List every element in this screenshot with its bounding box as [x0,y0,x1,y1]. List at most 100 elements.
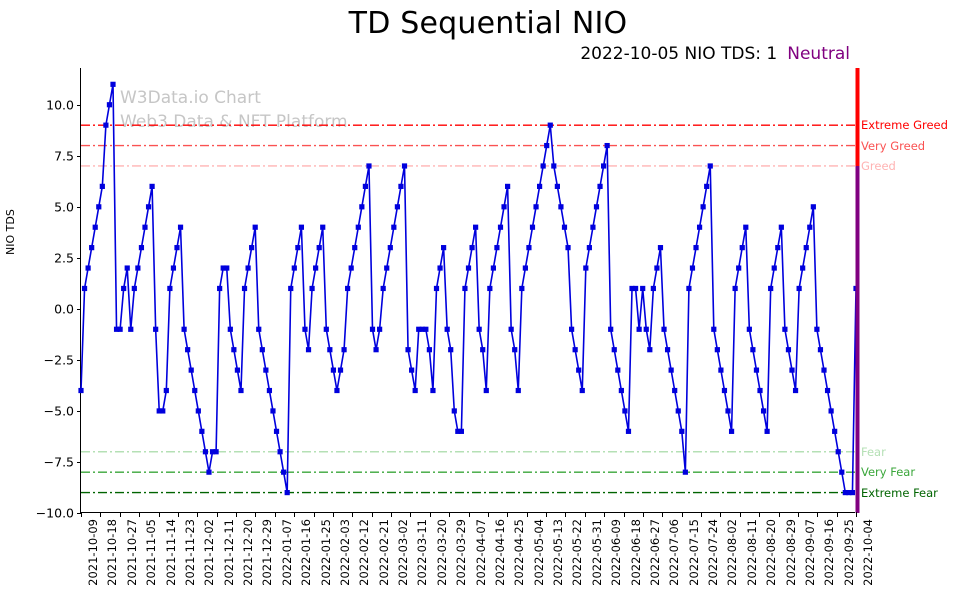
data-point-marker [465,265,472,271]
data-point-marker [810,204,816,210]
data-point-marker [760,408,767,414]
x-axis-tick-label: 2022-04-07 [473,519,488,586]
x-axis-tick-mark [119,512,121,517]
x-axis-tick-mark [546,512,548,517]
data-point-marker [316,245,322,251]
y-axis-tick-mark [76,104,81,106]
data-point-marker [551,163,557,169]
data-point-marker [522,265,528,271]
x-axis-tick-mark [739,512,741,517]
data-point-marker [775,245,781,251]
data-point-marker [789,367,795,373]
data-point-marker [298,224,305,230]
data-point-marker [266,387,273,394]
data-point-marker [92,224,98,230]
x-axis-tick-mark [623,512,625,517]
x-axis-tick-label: 2021-11-05 [144,519,159,586]
data-point-marker [824,387,831,394]
data-point-marker [366,163,372,169]
x-axis-tick-mark [797,512,799,517]
data-point-marker [707,163,713,169]
chart-title: TD Sequential NIO [348,6,628,41]
data-point-marker [249,245,255,251]
data-point-marker [409,367,415,373]
data-point-marker [679,428,685,434]
x-axis-tick-label: 2022-07-06 [667,519,682,586]
data-point-marker [764,428,770,434]
data-point-marker [828,408,834,414]
data-point-marker [110,81,116,87]
data-point-marker [252,224,258,230]
data-point-marker [281,469,287,475]
data-point-marker [217,285,223,292]
data-point-marker [600,163,607,169]
data-point-marker [334,387,340,394]
zone-label: Very Greed [861,138,926,153]
data-point-marker [487,285,493,292]
x-axis-tick-mark [294,512,296,517]
data-point-marker [842,489,848,496]
data-point-marker [416,326,422,332]
x-axis-tick-label: 2022-04-25 [512,519,527,586]
y-axis-tick-mark [76,206,81,208]
data-point-marker [99,183,105,189]
data-point-marker [654,265,660,271]
data-point-marker [608,326,614,332]
data-point-marker [238,387,244,394]
data-point-marker [650,285,656,292]
data-point-marker [135,265,141,271]
x-axis-tick-label: 2021-12-02 [202,519,217,586]
data-point-marker [241,285,248,292]
data-point-marker [483,387,489,394]
x-axis-tick-mark [584,512,586,517]
data-point-marker [682,469,688,475]
data-point-marker [704,183,710,189]
y-axis-tick-mark [76,257,81,259]
data-point-marker [270,408,276,414]
data-point-marker [124,265,130,271]
y-axis-tick-mark [76,155,81,157]
zone-label: Extreme Fear [861,485,938,500]
data-point-marker [689,265,696,271]
y-axis-tick-label: −5.0 [43,403,74,419]
data-point-marker [817,347,824,353]
x-axis-tick-mark [429,512,431,517]
x-axis-tick-label: 2022-09-16 [822,519,837,586]
y-axis-tick-mark [76,513,81,515]
data-point-marker [405,347,411,353]
data-point-marker [803,245,809,251]
data-point-marker [288,285,294,292]
data-point-marker [259,347,265,353]
data-point-marker [480,347,486,353]
data-point-marker [121,285,127,292]
data-point-marker [721,387,728,394]
data-point-marker [753,367,760,373]
data-point-marker [384,265,390,271]
x-axis-tick-mark [177,512,179,517]
data-point-marker [106,102,113,108]
x-axis-tick-label: 2021-10-09 [86,519,100,586]
x-axis-tick-mark [216,512,218,517]
zone-label: Very Fear [861,465,916,480]
y-axis-tick-label: 2.5 [54,250,74,266]
data-point-marker [821,367,827,373]
x-axis-tick-label: 2022-08-02 [725,519,740,586]
plot-area: −10.0 −7.5 −5.0 −2.5 0.0 2.5 5.0 7.5 10.0 2021-10… [36,68,875,586]
x-axis-tick-mark [158,512,160,517]
data-point-marker [256,326,262,332]
x-axis-tick-label: 2022-09-25 [841,519,856,586]
data-point-marker [814,326,820,332]
data-point-marker [96,204,102,210]
data-point-marker [181,326,187,332]
data-point-marker [529,224,536,230]
x-axis-tick-label: 2022-03-29 [454,519,469,586]
data-point-marker [743,224,749,230]
data-point-marker [782,326,788,332]
data-point-marker [355,224,361,230]
data-point-marker [451,408,457,414]
watermark-line-1: W3Data.io Chart [120,88,261,108]
x-axis-tick-label: 2022-04-16 [492,519,507,586]
data-point-marker [846,489,852,496]
data-point-marker [337,367,344,373]
data-point-marker [295,245,301,251]
